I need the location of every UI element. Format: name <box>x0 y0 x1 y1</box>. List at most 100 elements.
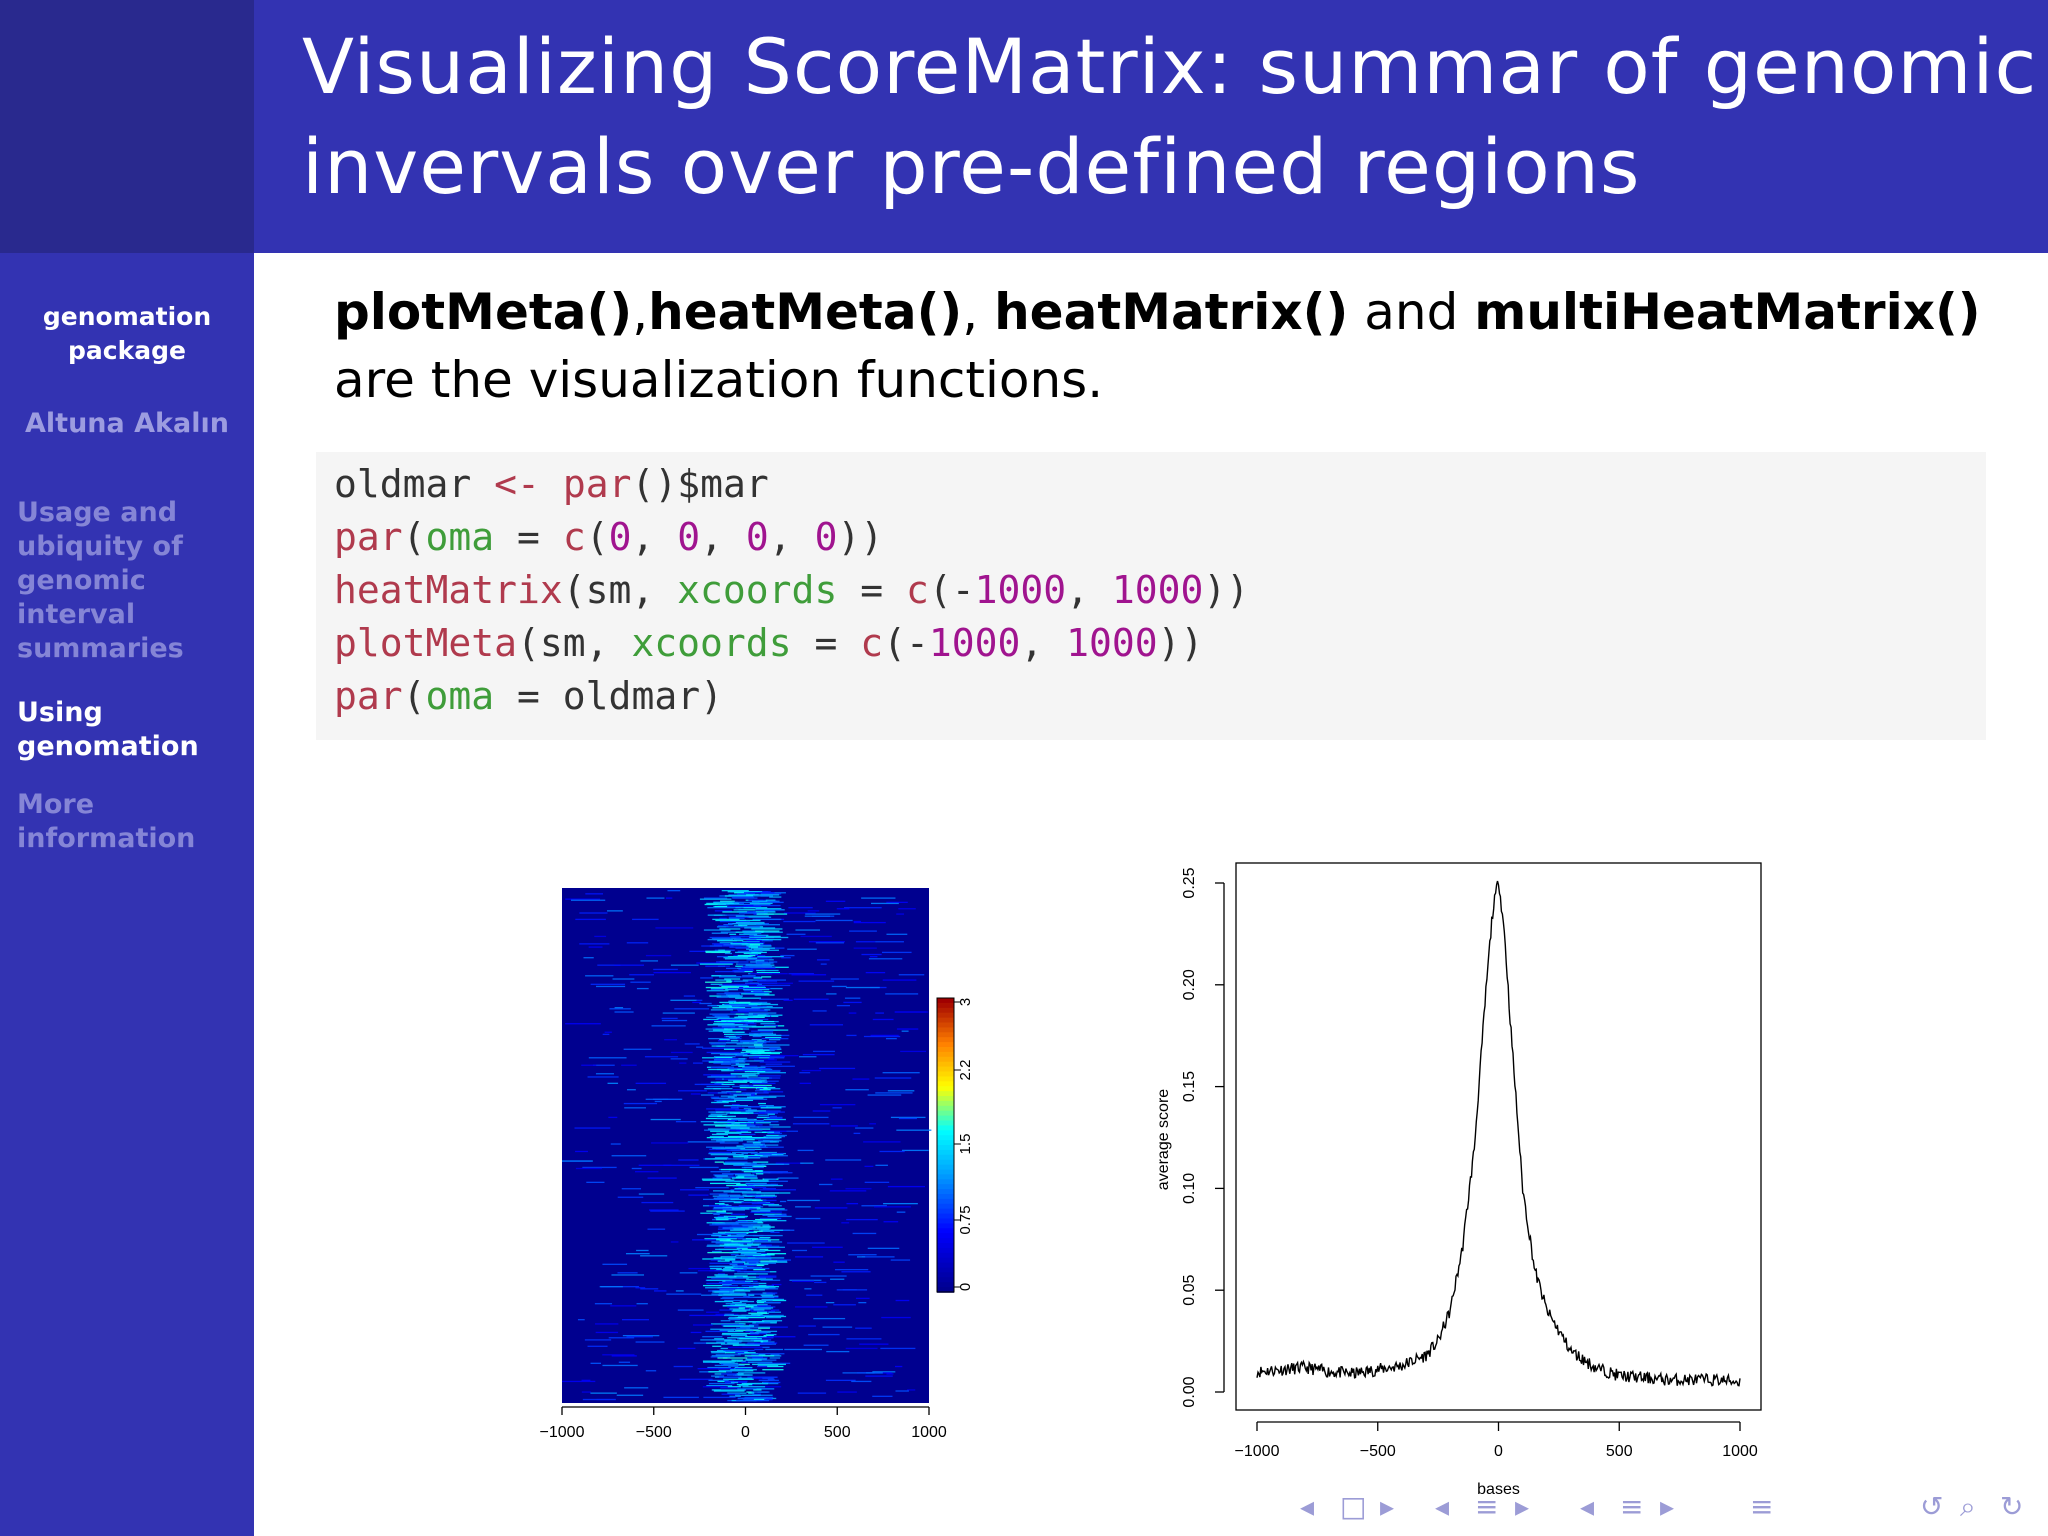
nav-control-icon[interactable]: ≡ <box>1620 1490 1644 1523</box>
heatmap-cell <box>575 1150 588 1153</box>
nav-section-3-line[interactable]: information <box>17 823 196 854</box>
nav-section-1-line[interactable]: Usage and <box>17 497 178 528</box>
heatmap-cell <box>743 932 762 934</box>
heatmap-cell <box>833 1261 845 1263</box>
heatmap-cell <box>736 1399 770 1402</box>
heatmap-cell <box>708 1151 732 1154</box>
heatmap-cell <box>670 1051 693 1054</box>
package-name-line1[interactable]: genomation <box>42 302 212 331</box>
nav-control-icon[interactable]: ▸ <box>1380 1490 1395 1523</box>
nav-control-icon[interactable]: ▸ <box>1660 1490 1675 1523</box>
heatmap-cell <box>711 1045 725 1047</box>
heatmap-cell <box>725 989 739 991</box>
heatmap-cell <box>756 1116 783 1119</box>
heatmap-cell <box>715 1242 738 1244</box>
colorbar-segment <box>937 1130 954 1136</box>
heatmap-cell <box>742 1068 773 1071</box>
heatmap-cell <box>582 1166 617 1169</box>
heatmap-cell <box>748 1294 755 1296</box>
heatmap-cell <box>761 940 773 942</box>
heatmap-cell <box>712 1250 722 1253</box>
package-name-line2[interactable]: package <box>68 336 186 365</box>
heatmap-cell <box>706 1108 740 1110</box>
heatmap-cell <box>703 1018 733 1021</box>
heatmap-cell <box>738 1026 766 1028</box>
heatmap-cell <box>746 1391 754 1393</box>
author-name[interactable]: Altuna Akalın <box>25 408 229 439</box>
nav-control-icon[interactable]: ↺ <box>1920 1490 1944 1523</box>
heatmap-cell <box>716 1265 748 1268</box>
nav-section-1-line[interactable]: genomic <box>17 565 146 596</box>
heatmap-cell <box>901 1030 909 1032</box>
heatmap-cell <box>751 1202 775 1205</box>
heatmap-cell <box>896 1028 919 1030</box>
heatmap-cell <box>769 1357 781 1359</box>
heatmap-cell <box>760 944 772 946</box>
sidebar-logo-area <box>0 0 254 253</box>
colorbar-segment <box>937 1164 954 1171</box>
heatmap-cell <box>713 1390 745 1392</box>
nav-control-icon[interactable]: □ <box>1340 1490 1367 1523</box>
heatmap-cell <box>745 1023 757 1025</box>
nav-control-icon[interactable]: ◂ <box>1580 1490 1595 1523</box>
heatmap-cell <box>712 1147 746 1149</box>
heatmap-cell <box>741 1361 754 1363</box>
heatmap-cell <box>729 933 737 935</box>
nav-control-icon[interactable]: ◂ <box>1300 1490 1315 1523</box>
heatmap-cell <box>755 1044 778 1046</box>
nav-control-icon[interactable]: ≡ <box>1475 1490 1499 1523</box>
heatmap-cell <box>723 995 740 997</box>
line-y-tick-label: 0.05 <box>1181 1275 1198 1306</box>
heatmap-cell <box>732 1085 755 1088</box>
heatmap-cell <box>759 1061 791 1063</box>
heatmap-cell <box>710 1043 727 1045</box>
heatmap-cell <box>692 1001 702 1004</box>
nav-section-1-line[interactable]: ubiquity of <box>17 531 183 562</box>
heatmap-cell <box>719 1001 734 1004</box>
heatmap-cell <box>636 1249 649 1252</box>
colorbar-segment <box>937 1154 954 1161</box>
nav-control-icon[interactable]: ≡ <box>1750 1490 1774 1523</box>
heatmap-cell <box>755 1331 771 1334</box>
heatmap-cell <box>752 1393 761 1395</box>
heatmap-cell <box>708 1061 730 1063</box>
heatmap-cell <box>765 1063 783 1065</box>
heatmap-cell <box>833 1304 856 1306</box>
nav-section-3-line[interactable]: More <box>17 789 95 820</box>
heatmap-cell <box>714 1082 724 1084</box>
heatmap-cell <box>855 1327 872 1329</box>
nav-control-icon[interactable]: ⌕ <box>1960 1490 1976 1523</box>
heatmap-cell <box>707 907 741 909</box>
heatmap-cell <box>636 1303 648 1305</box>
heatmap-cell <box>756 1330 778 1333</box>
nav-section-2-line[interactable]: genomation <box>17 731 199 762</box>
heatmap-cell <box>765 1333 777 1336</box>
heatmap-cell <box>724 1162 752 1164</box>
heatmap-cell <box>611 1355 637 1357</box>
heatmap-cell <box>849 930 877 932</box>
heatmap-cell <box>725 1126 760 1128</box>
heatmap-cell <box>740 1024 749 1026</box>
heatmap-cell <box>751 1030 774 1032</box>
nav-control-icon[interactable]: ◂ <box>1435 1490 1450 1523</box>
nav-section-1-line[interactable]: summaries <box>17 633 184 664</box>
nav-control-icon[interactable]: ▸ <box>1515 1490 1530 1523</box>
heatmap-cell <box>713 1088 721 1090</box>
heatmap-cell <box>700 1121 731 1123</box>
heatmap-cell <box>725 1035 736 1038</box>
heatmap-cell <box>734 1188 752 1190</box>
heatmap-cell <box>736 1043 763 1045</box>
heatmap-cell <box>764 1041 777 1043</box>
nav-control-icon[interactable]: ↻ <box>2000 1490 2024 1523</box>
nav-section-1-line[interactable]: interval <box>17 599 136 630</box>
heatmap-cell <box>728 1365 739 1368</box>
heatmap-cell <box>728 1036 740 1039</box>
heatmap-cell <box>719 928 741 930</box>
heatmap-cell <box>760 1146 784 1148</box>
heatmap-cell <box>724 992 754 994</box>
heatmap-cell <box>733 1266 763 1269</box>
heatmap-cell <box>830 1178 843 1180</box>
nav-section-2-line[interactable]: Using <box>17 697 103 728</box>
heatmap-cell <box>581 1379 591 1382</box>
function-name: multiHeatMatrix() <box>1474 283 1981 341</box>
